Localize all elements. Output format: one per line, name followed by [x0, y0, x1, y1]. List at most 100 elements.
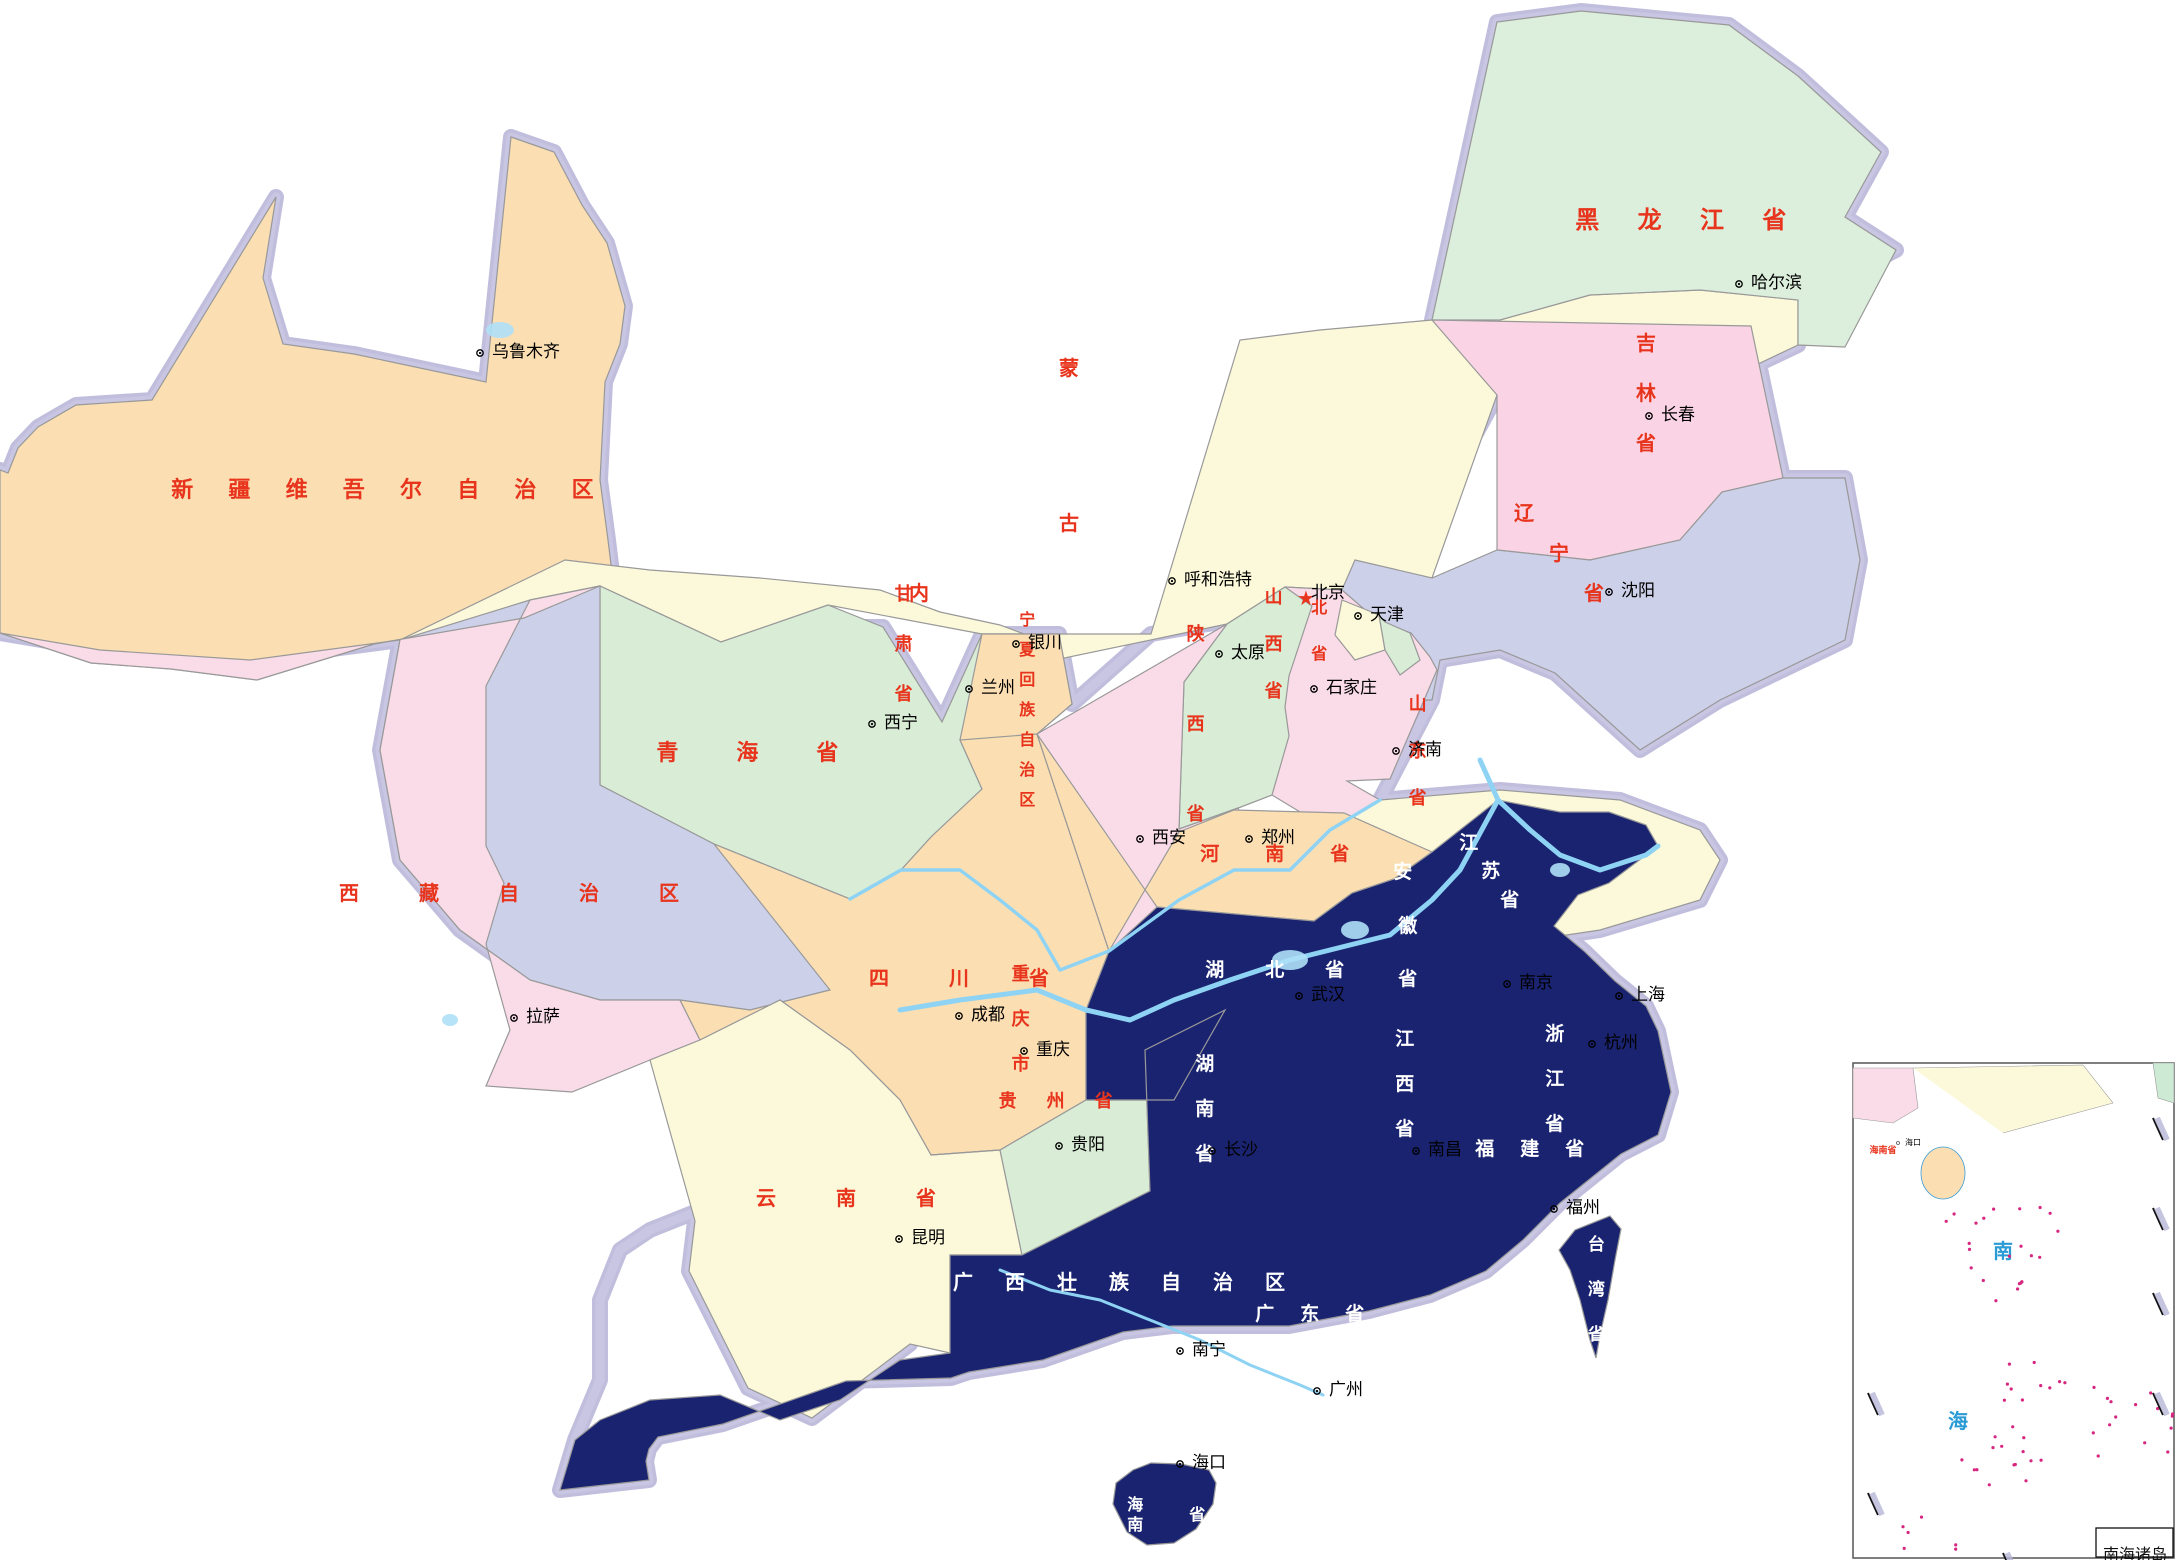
svg-text:南宁: 南宁: [1192, 1340, 1226, 1359]
svg-text:海: 海: [1127, 1495, 1169, 1514]
svg-text:宁: 宁: [1019, 610, 1061, 629]
svg-text:省: 省: [1394, 1118, 1444, 1140]
svg-text:徽: 徽: [1397, 914, 1447, 937]
svg-text:省: 省: [1329, 843, 1379, 865]
svg-text:南: 南: [1195, 1098, 1244, 1120]
svg-text:区: 区: [1019, 791, 1061, 809]
svg-text:辽: 辽: [1514, 502, 1566, 525]
svg-text:甘: 甘: [895, 584, 942, 604]
svg-text:杭州: 杭州: [1604, 1033, 1638, 1052]
svg-text:自: 自: [499, 881, 551, 905]
svg-text:州: 州: [1046, 1091, 1094, 1111]
svg-text:苏: 苏: [1481, 859, 1530, 882]
svg-text:北: 北: [1265, 959, 1314, 981]
svg-text:西: 西: [1187, 714, 1234, 734]
svg-text:庆: 庆: [1012, 1008, 1059, 1029]
svg-text:河: 河: [1200, 843, 1249, 865]
svg-text:省: 省: [1635, 432, 1688, 455]
svg-text:海: 海: [736, 740, 793, 765]
svg-text:新疆维吾尔自治区: 新疆维吾尔自治区: [171, 477, 629, 502]
svg-text:古: 古: [1059, 511, 1111, 535]
svg-text:省: 省: [1564, 1138, 1614, 1160]
svg-text:省: 省: [1344, 1303, 1394, 1325]
svg-text:昆明: 昆明: [911, 1228, 945, 1247]
svg-text:重: 重: [1012, 963, 1059, 984]
svg-text:广: 广: [1255, 1302, 1304, 1325]
svg-text:东: 东: [1300, 1302, 1349, 1325]
svg-text:青: 青: [656, 740, 713, 765]
svg-text:西: 西: [339, 883, 391, 905]
svg-text:安: 安: [1393, 860, 1442, 883]
svg-text:省: 省: [1094, 1090, 1142, 1111]
svg-text:天津: 天津: [1370, 605, 1404, 624]
svg-text:建: 建: [1520, 1137, 1569, 1160]
svg-text:治: 治: [1019, 760, 1061, 779]
svg-text:省: 省: [1264, 680, 1312, 701]
svg-text:江: 江: [1545, 1068, 1594, 1090]
svg-text:省: 省: [1186, 803, 1234, 824]
svg-text:成都: 成都: [971, 1005, 1005, 1024]
svg-text:广州: 广州: [1329, 1380, 1363, 1399]
svg-text:山: 山: [1409, 694, 1456, 714]
svg-text:族: 族: [1019, 700, 1061, 719]
svg-text:武汉: 武汉: [1311, 985, 1345, 1004]
svg-text:贵阳: 贵阳: [1071, 1135, 1105, 1154]
svg-text:海南省: 海南省: [1869, 1144, 1896, 1155]
svg-text:省: 省: [1587, 1324, 1632, 1344]
svg-text:乌鲁木齐: 乌鲁木齐: [492, 342, 560, 361]
svg-text:江: 江: [1395, 1028, 1444, 1050]
svg-text:北京: 北京: [1311, 583, 1345, 602]
svg-text:石家庄: 石家庄: [1326, 678, 1377, 697]
svg-text:四: 四: [869, 968, 921, 990]
svg-text:南昌: 南昌: [1428, 1140, 1462, 1159]
svg-text:南: 南: [1993, 1240, 2013, 1263]
svg-text:海口: 海口: [1192, 1453, 1226, 1472]
svg-text:上海: 上海: [1631, 985, 1665, 1004]
svg-text:回: 回: [1019, 671, 1061, 689]
svg-text:蒙: 蒙: [1059, 357, 1111, 380]
svg-text:自: 自: [1019, 730, 1061, 749]
svg-text:省: 省: [1188, 1505, 1231, 1524]
svg-text:湾: 湾: [1588, 1279, 1632, 1299]
svg-text:贵: 贵: [999, 1091, 1046, 1111]
svg-text:哈尔滨: 哈尔滨: [1751, 273, 1802, 292]
svg-text:郑州: 郑州: [1261, 828, 1295, 847]
svg-text:呼和浩特: 呼和浩特: [1184, 570, 1252, 589]
svg-text:省: 省: [894, 683, 942, 704]
svg-text:海口: 海口: [1905, 1137, 1921, 1147]
svg-text:湖: 湖: [1195, 1053, 1244, 1075]
svg-text:西: 西: [1395, 1074, 1444, 1095]
svg-text:长春: 长春: [1661, 405, 1695, 424]
svg-text:省: 省: [915, 1187, 968, 1210]
svg-text:吉: 吉: [1636, 332, 1688, 355]
svg-text:银川: 银川: [1028, 633, 1062, 652]
svg-text:省: 省: [1324, 959, 1374, 981]
svg-text:省: 省: [1499, 889, 1549, 911]
svg-text:西: 西: [1265, 634, 1312, 654]
svg-text:长沙: 长沙: [1224, 1140, 1258, 1159]
svg-text:太原: 太原: [1231, 643, 1265, 662]
svg-text:兰州: 兰州: [981, 678, 1015, 697]
svg-text:藏: 藏: [419, 881, 471, 905]
svg-text:福州: 福州: [1566, 1198, 1600, 1217]
svg-text:治: 治: [579, 881, 631, 905]
svg-text:宁: 宁: [1549, 541, 1601, 565]
svg-text:肃: 肃: [895, 633, 942, 654]
svg-text:济南: 济南: [1408, 740, 1442, 759]
svg-text:广西壮族自治区: 广西壮族自治区: [953, 1270, 1317, 1294]
svg-text:黑龙江省: 黑龙江省: [1575, 207, 1825, 234]
svg-text:林: 林: [1636, 381, 1688, 405]
svg-text:省: 省: [1397, 968, 1447, 990]
svg-text:湖: 湖: [1205, 959, 1254, 981]
svg-text:拉萨: 拉萨: [526, 1007, 560, 1026]
svg-text:省: 省: [1310, 644, 1353, 663]
svg-text:南京: 南京: [1519, 973, 1553, 992]
svg-text:西安: 西安: [1152, 828, 1186, 847]
svg-text:台: 台: [1588, 1234, 1632, 1254]
svg-text:重庆: 重庆: [1036, 1040, 1070, 1059]
svg-text:陕: 陕: [1187, 623, 1234, 644]
svg-text:南: 南: [836, 1187, 888, 1210]
svg-text:浙: 浙: [1545, 1022, 1594, 1045]
svg-text:云: 云: [756, 1188, 808, 1210]
svg-text:福: 福: [1474, 1137, 1524, 1160]
